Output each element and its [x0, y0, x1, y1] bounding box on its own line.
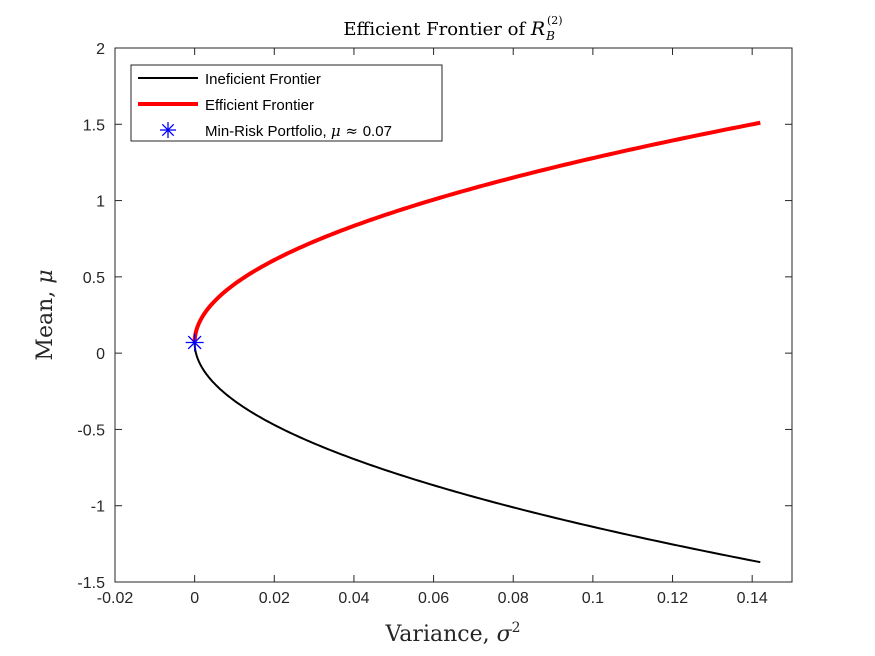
- y-tick-label: 2: [96, 41, 105, 58]
- x-tick-label: 0.1: [582, 590, 604, 607]
- min-risk-marker: [185, 333, 204, 352]
- legend-label-min-risk: Min-Risk Portfolio, μ ≈ 0.07: [205, 122, 392, 140]
- ticks: [114, 47, 792, 583]
- chart-title: Efficient Frontier of RB(2): [343, 14, 562, 43]
- y-tick-label: -1: [91, 499, 105, 516]
- curves: [185, 120, 761, 564]
- y-tick-label: -0.5: [77, 422, 105, 439]
- y-tick-label: 0.5: [83, 270, 105, 287]
- x-tick-label: 0.08: [498, 590, 529, 607]
- x-tick-label: 0.12: [657, 590, 688, 607]
- x-tick-labels: -0.02 0 0.02 0.04 0.06 0.08 0.1 0.12 0.14: [97, 590, 768, 607]
- y-tick-label: -1.5: [77, 575, 105, 592]
- x-tick-label: -0.02: [97, 590, 134, 607]
- x-tick-label: 0.14: [737, 590, 768, 607]
- x-tick-label: 0: [190, 590, 199, 607]
- y-axis-label: Mean, μ: [33, 269, 58, 360]
- y-tick-label: 1: [96, 194, 105, 211]
- y-tick-labels: -1.5 -1 -0.5 0 0.5 1 1.5 2: [77, 41, 105, 592]
- x-tick-label: 0.06: [418, 590, 449, 607]
- y-tick-label: 1.5: [83, 117, 105, 134]
- legend-swatch-min-risk: [160, 122, 176, 138]
- legend-label-ineficient: Ineficient Frontier: [205, 71, 321, 88]
- plot-box: [114, 47, 793, 583]
- x-tick-label: 0.02: [259, 590, 290, 607]
- legend: Ineficient Frontier Efficient Frontier M…: [130, 64, 443, 142]
- legend-label-efficient: Efficient Frontier: [205, 97, 314, 114]
- efficient-frontier-line: [192, 120, 761, 344]
- ineficient-frontier-line: [193, 342, 761, 564]
- x-tick-label: 0.04: [338, 590, 369, 607]
- y-tick-label: 0: [96, 346, 105, 363]
- x-axis-label: Variance, σ2: [384, 620, 520, 647]
